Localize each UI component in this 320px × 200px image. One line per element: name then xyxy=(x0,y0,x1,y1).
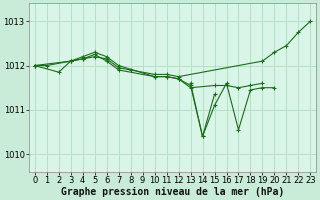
X-axis label: Graphe pression niveau de la mer (hPa): Graphe pression niveau de la mer (hPa) xyxy=(61,186,284,197)
